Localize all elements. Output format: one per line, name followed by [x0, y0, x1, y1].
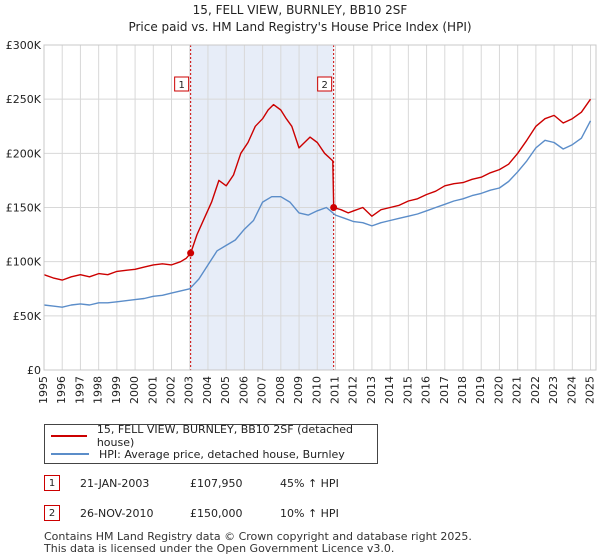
- plot-frame: [43, 44, 597, 371]
- sale-point: [330, 204, 338, 211]
- legend: 15, FELL VIEW, BURNLEY, BB10 2SF (detach…: [44, 423, 378, 464]
- y-tick-label: £100K: [6, 256, 42, 269]
- x-tick-label: 2021: [511, 376, 524, 404]
- y-tick-label: £200K: [6, 147, 42, 160]
- x-tick-label: 2007: [256, 376, 269, 404]
- x-tick-label: 2000: [128, 376, 141, 404]
- transaction-badge-2: 2: [44, 505, 60, 521]
- chart-subtitle: Price paid vs. HM Land Registry's House …: [128, 20, 471, 34]
- transaction-hpi-1: 45% ↑ HPI: [280, 476, 339, 490]
- legend-label-property: 15, FELL VIEW, BURNLEY, BB10 2SF (detach…: [96, 423, 353, 449]
- x-tick-label: 2024: [565, 376, 578, 404]
- y-tick-label: £0: [27, 364, 41, 377]
- x-tick-label: 2020: [492, 376, 505, 404]
- legend-item-property: 15, FELL VIEW, BURNLEY, BB10 2SF (detach…: [51, 423, 377, 449]
- x-tick-label: 2023: [547, 376, 560, 404]
- legend-item-hpi: HPI: Average price, detached house, Burn…: [51, 446, 345, 462]
- x-tick-label: 2005: [219, 376, 232, 404]
- footer-line-1: Contains HM Land Registry data © Crown c…: [44, 530, 472, 543]
- y-tick-label: £300K: [6, 39, 42, 52]
- y-tick-label: £50K: [13, 310, 42, 323]
- price-chart: 15, FELL VIEW, BURNLEY, BB10 2SF Price p…: [6, 3, 597, 404]
- x-tick-label: 2018: [456, 376, 469, 404]
- x-tick-label: 2001: [146, 376, 159, 404]
- transaction-row-1: 1 21-JAN-2003 £107,950 45% ↑ HPI: [44, 473, 339, 493]
- x-tick-label: 2003: [183, 376, 196, 404]
- legend-label-hpi: HPI: Average price, detached house, Burn…: [99, 447, 345, 461]
- sale-point: [187, 249, 195, 257]
- x-tick-label: 2011: [328, 376, 341, 404]
- x-tick-label: 2009: [292, 376, 305, 404]
- x-tick-label: 2006: [237, 376, 250, 404]
- x-tick-label: 1996: [55, 376, 68, 404]
- sale-marker-badge: [174, 76, 190, 92]
- x-tick-label: 2002: [165, 376, 178, 404]
- x-tick-label: 1995: [37, 376, 50, 404]
- x-tick-label: 2013: [365, 376, 378, 404]
- transaction-hpi-2: 10% ↑ HPI: [280, 506, 339, 520]
- footer-line-2: This data is licensed under the Open Gov…: [44, 542, 395, 555]
- legend-swatch-hpi: [51, 453, 89, 455]
- transaction-date-2: 26-NOV-2010: [80, 506, 154, 520]
- x-tick-label: 2019: [474, 376, 487, 404]
- y-tick-label: £250K: [6, 93, 42, 106]
- x-tick-label: 2012: [347, 376, 360, 404]
- x-tick-label: 2022: [529, 376, 542, 404]
- x-tick-label: 2015: [401, 376, 414, 404]
- transaction-price-2: £150,000: [190, 506, 243, 520]
- x-tick-label: 2014: [383, 376, 396, 404]
- transaction-badge-1: 1: [44, 475, 60, 491]
- x-tick-label: 2004: [201, 376, 214, 404]
- x-tick-label: 2008: [274, 376, 287, 404]
- x-tick-label: 1997: [73, 376, 86, 404]
- legend-swatch-property: [51, 435, 87, 437]
- x-tick-label: 2010: [310, 376, 323, 404]
- plot-area: £0 £50K £100K £150K £200K £250K £300K 1995 1996 1…: [6, 39, 597, 404]
- y-tick-label: £150K: [6, 202, 42, 215]
- footer-notice: Contains HM Land Registry data © Crown c…: [44, 531, 472, 555]
- hpi-line: [43, 120, 592, 308]
- x-tick-label: 1998: [92, 376, 105, 404]
- x-tick-label: 2016: [420, 376, 433, 404]
- sale-marker-label: 2: [321, 80, 327, 91]
- property-price-line: [43, 98, 592, 281]
- sale-marker-badge: [317, 76, 333, 92]
- transaction-date-1: 21-JAN-2003: [80, 476, 150, 490]
- transaction-row-2: 2 26-NOV-2010 £150,000 10% ↑ HPI: [44, 503, 339, 523]
- sale-marker-label: 1: [178, 80, 184, 91]
- x-tick-label: 2017: [438, 376, 451, 404]
- chart-title: 15, FELL VIEW, BURNLEY, BB10 2SF: [193, 3, 408, 17]
- x-tick-label: 1999: [110, 376, 123, 404]
- transaction-price-1: £107,950: [190, 476, 243, 490]
- x-tick-label: 2025: [584, 376, 597, 404]
